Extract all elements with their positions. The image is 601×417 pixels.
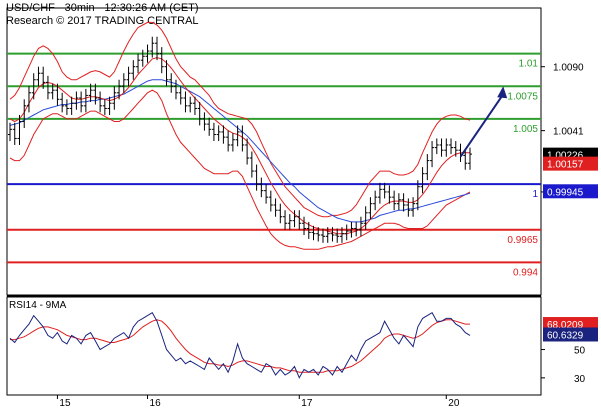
level-label: 1.005 — [513, 124, 538, 135]
price-tag-box — [543, 156, 598, 171]
price-panel: 1.01 1.0075 1.005 1 0.9965 0.994 1.0090 1.0041 0… — [6, 7, 598, 296]
rsi-plot-frame — [6, 296, 542, 396]
x-tick-label: 16 — [150, 398, 162, 409]
rsi-panel-title: RSI14 - 9MA — [9, 300, 67, 311]
moving-average-fast-line — [9, 57, 470, 235]
rsi-tag-label: 68.0209 — [547, 320, 584, 331]
y-tick-label: 1.0090 — [553, 63, 584, 74]
price-tag-label: 1.00226 — [547, 151, 584, 162]
price-plot-frame — [6, 7, 542, 296]
level-label: 0.994 — [513, 267, 538, 278]
x-tick-label: 17 — [301, 398, 313, 409]
rsi-line — [9, 312, 471, 379]
level-label: 1 — [532, 189, 538, 200]
x-tick-label: 20 — [448, 398, 460, 409]
price-tag-box — [543, 184, 598, 199]
bollinger-lower-line — [9, 89, 471, 250]
x-tick-label: 15 — [59, 398, 71, 409]
candles — [8, 36, 472, 243]
rsi-ma-line — [10, 319, 470, 373]
level-label: 1.01 — [519, 59, 539, 70]
rsi-y-tick-label: 30 — [574, 374, 586, 385]
moving-average-slow-line — [9, 79, 471, 223]
y-tick-label: 1.0041 — [553, 127, 584, 138]
rsi-tag-box — [543, 327, 598, 342]
bollinger-upper-line — [9, 21, 471, 218]
rsi-y-tick-label: 50 — [574, 346, 586, 357]
level-label: 1.0075 — [507, 91, 538, 102]
price-tag-label: 0.99945 — [547, 187, 584, 198]
rsi-tag-label: 60.6329 — [547, 330, 584, 341]
chart-subtitle: Research © 2017 TRADING CENTRAL — [6, 15, 199, 27]
level-label: 0.9965 — [507, 235, 538, 246]
projection-arrow-head — [497, 86, 508, 99]
price-tag-label: 1.00157 — [547, 160, 584, 171]
projection-arrow-shaft — [459, 93, 505, 158]
